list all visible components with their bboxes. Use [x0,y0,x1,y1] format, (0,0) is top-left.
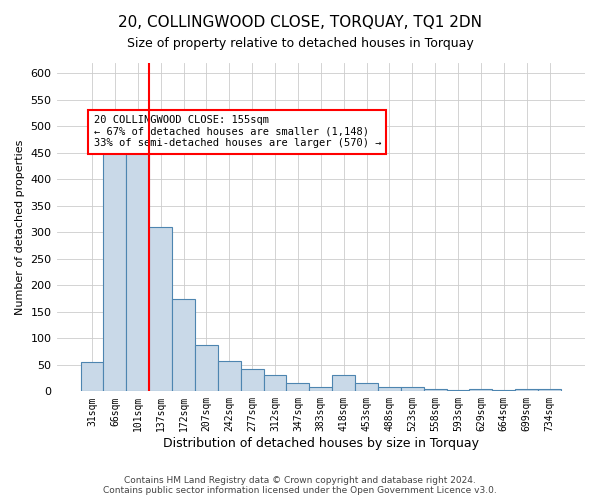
Bar [195,344,218,392]
Bar [286,384,310,392]
Bar [80,362,103,392]
Bar [493,390,515,392]
Bar [218,360,241,392]
Text: Size of property relative to detached houses in Torquay: Size of property relative to detached ho… [127,38,473,51]
Bar [378,387,401,392]
Bar [446,390,469,392]
Bar [172,298,195,392]
Bar [241,369,263,392]
Bar [149,227,172,392]
Bar [538,388,561,392]
Bar [263,376,286,392]
Y-axis label: Number of detached properties: Number of detached properties [15,139,25,314]
Bar [401,387,424,392]
Bar [310,387,332,392]
Bar [469,388,493,392]
Bar [127,142,149,392]
Text: 20, COLLINGWOOD CLOSE, TORQUAY, TQ1 2DN: 20, COLLINGWOOD CLOSE, TORQUAY, TQ1 2DN [118,15,482,30]
Bar [355,384,378,392]
Text: 20 COLLINGWOOD CLOSE: 155sqm
← 67% of detached houses are smaller (1,148)
33% of: 20 COLLINGWOOD CLOSE: 155sqm ← 67% of de… [94,115,381,148]
Text: Contains HM Land Registry data © Crown copyright and database right 2024.
Contai: Contains HM Land Registry data © Crown c… [103,476,497,495]
Bar [103,152,127,392]
X-axis label: Distribution of detached houses by size in Torquay: Distribution of detached houses by size … [163,437,479,450]
Bar [515,388,538,392]
Bar [424,388,446,392]
Bar [332,376,355,392]
